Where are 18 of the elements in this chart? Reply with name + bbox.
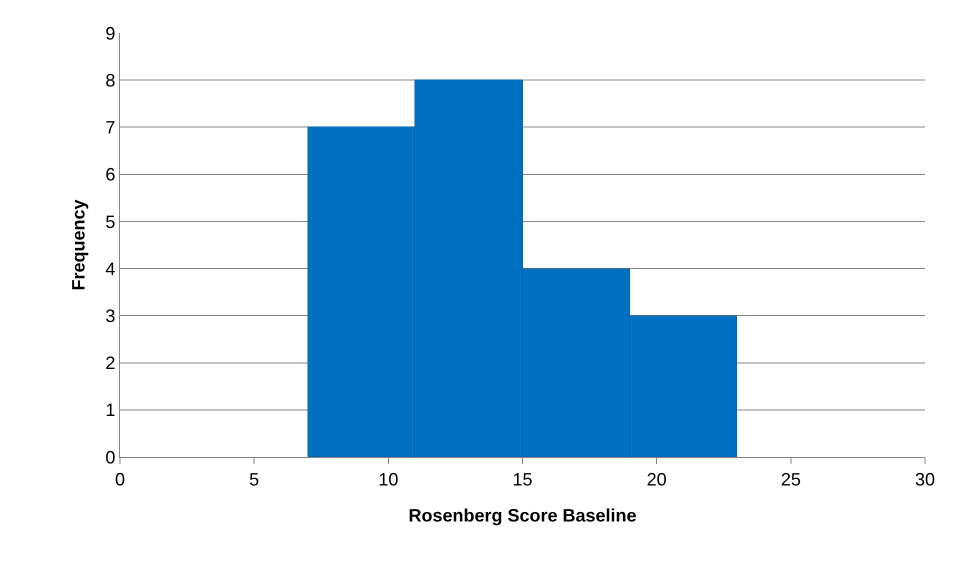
y-tick-label: 6 — [105, 164, 116, 185]
x-tick-label: 5 — [249, 470, 260, 490]
y-tick-label: 8 — [105, 70, 116, 90]
y-tick-label: 7 — [105, 118, 116, 138]
y-tick-label: 5 — [105, 212, 116, 232]
x-tick-label: 25 — [780, 470, 801, 490]
x-tick-label: 15 — [512, 470, 533, 490]
y-tick-label: 2 — [105, 353, 116, 374]
x-tick-label: 20 — [646, 470, 667, 490]
y-tick-label: 0 — [105, 447, 116, 468]
y-tick-label: 9 — [105, 23, 116, 44]
y-tick-label: 4 — [105, 258, 116, 279]
y-tick-label: 1 — [105, 400, 116, 420]
y-axis-title: Frequency — [68, 199, 89, 291]
x-axis-title: Rosenberg Score Baseline — [408, 506, 637, 526]
x-tick-label: 30 — [914, 470, 936, 490]
y-tick-label: 3 — [105, 306, 116, 326]
x-tick-label: 10 — [378, 470, 398, 490]
